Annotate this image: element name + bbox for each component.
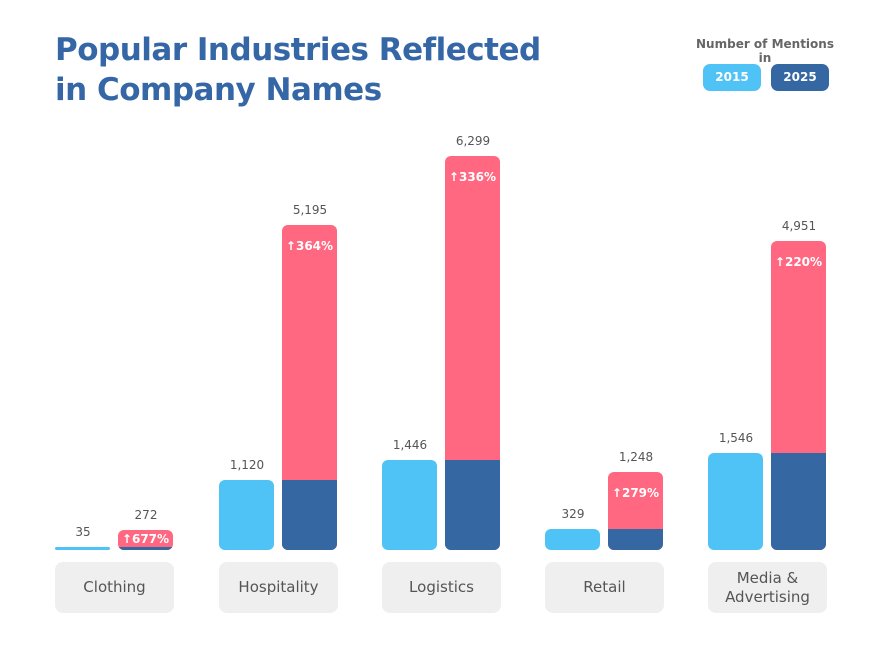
value-label-2015: 1,446	[392, 437, 428, 452]
arrow-up-icon: ↑	[774, 254, 785, 269]
category-label: Clothing	[55, 562, 174, 613]
value-label-2015: 329	[561, 507, 585, 522]
growth-value: 336%	[458, 170, 497, 185]
growth-label: ↑220%	[771, 255, 826, 269]
chart-title: Popular Industries Reflected in Company …	[55, 32, 541, 108]
legend-title: Number of Mentions in	[696, 37, 834, 65]
value-label-2015: 1,120	[229, 458, 265, 472]
bar-2025-baseline-portion	[118, 547, 173, 550]
growth-label: ↑279%	[608, 486, 663, 500]
growth-value: 364%	[295, 239, 334, 254]
bar-2015	[545, 529, 600, 550]
growth-value: 220%	[784, 254, 823, 269]
growth-value: 279%	[621, 486, 660, 500]
bar-2025	[771, 240, 826, 550]
bar-2025	[445, 156, 500, 550]
arrow-up-icon: ↑	[611, 486, 622, 500]
growth-label: ↑677%	[118, 532, 173, 546]
value-label-2015: 35	[75, 525, 91, 539]
value-label-2025: 4,951	[781, 218, 817, 233]
bar-2025-baseline-portion	[445, 459, 500, 550]
bar-2015	[55, 547, 110, 550]
growth-label: ↑336%	[445, 170, 500, 184]
bar-2015	[708, 453, 763, 550]
bar-2015	[219, 480, 274, 550]
growth-value: 677%	[131, 532, 170, 546]
value-label-2025: 6,299	[455, 134, 491, 149]
arrow-up-icon: ↑	[448, 170, 459, 185]
bar-2015	[382, 459, 437, 550]
bar-2025	[608, 472, 663, 550]
bar-2025-baseline-portion	[282, 480, 337, 550]
value-label-2025: 1,248	[618, 450, 654, 464]
bar-2025-baseline-portion	[608, 529, 663, 550]
legend-2015: 2015	[703, 64, 761, 91]
bar-2025	[118, 530, 173, 550]
value-label-2015: 1,546	[718, 431, 754, 446]
category-label: Retail	[545, 562, 664, 613]
arrow-up-icon: ↑	[285, 239, 296, 254]
bar-2025-baseline-portion	[771, 453, 826, 550]
category-label: Hospitality	[219, 562, 338, 613]
arrow-up-icon: ↑	[121, 532, 132, 546]
growth-label: ↑364%	[282, 239, 337, 253]
legend-2025: 2025	[771, 64, 829, 91]
value-label-2025: 272	[134, 508, 158, 522]
value-label-2025: 5,195	[292, 203, 328, 218]
category-label: Logistics	[382, 562, 501, 613]
bar-2025	[282, 225, 337, 550]
category-label: Media & Advertising	[708, 562, 827, 613]
